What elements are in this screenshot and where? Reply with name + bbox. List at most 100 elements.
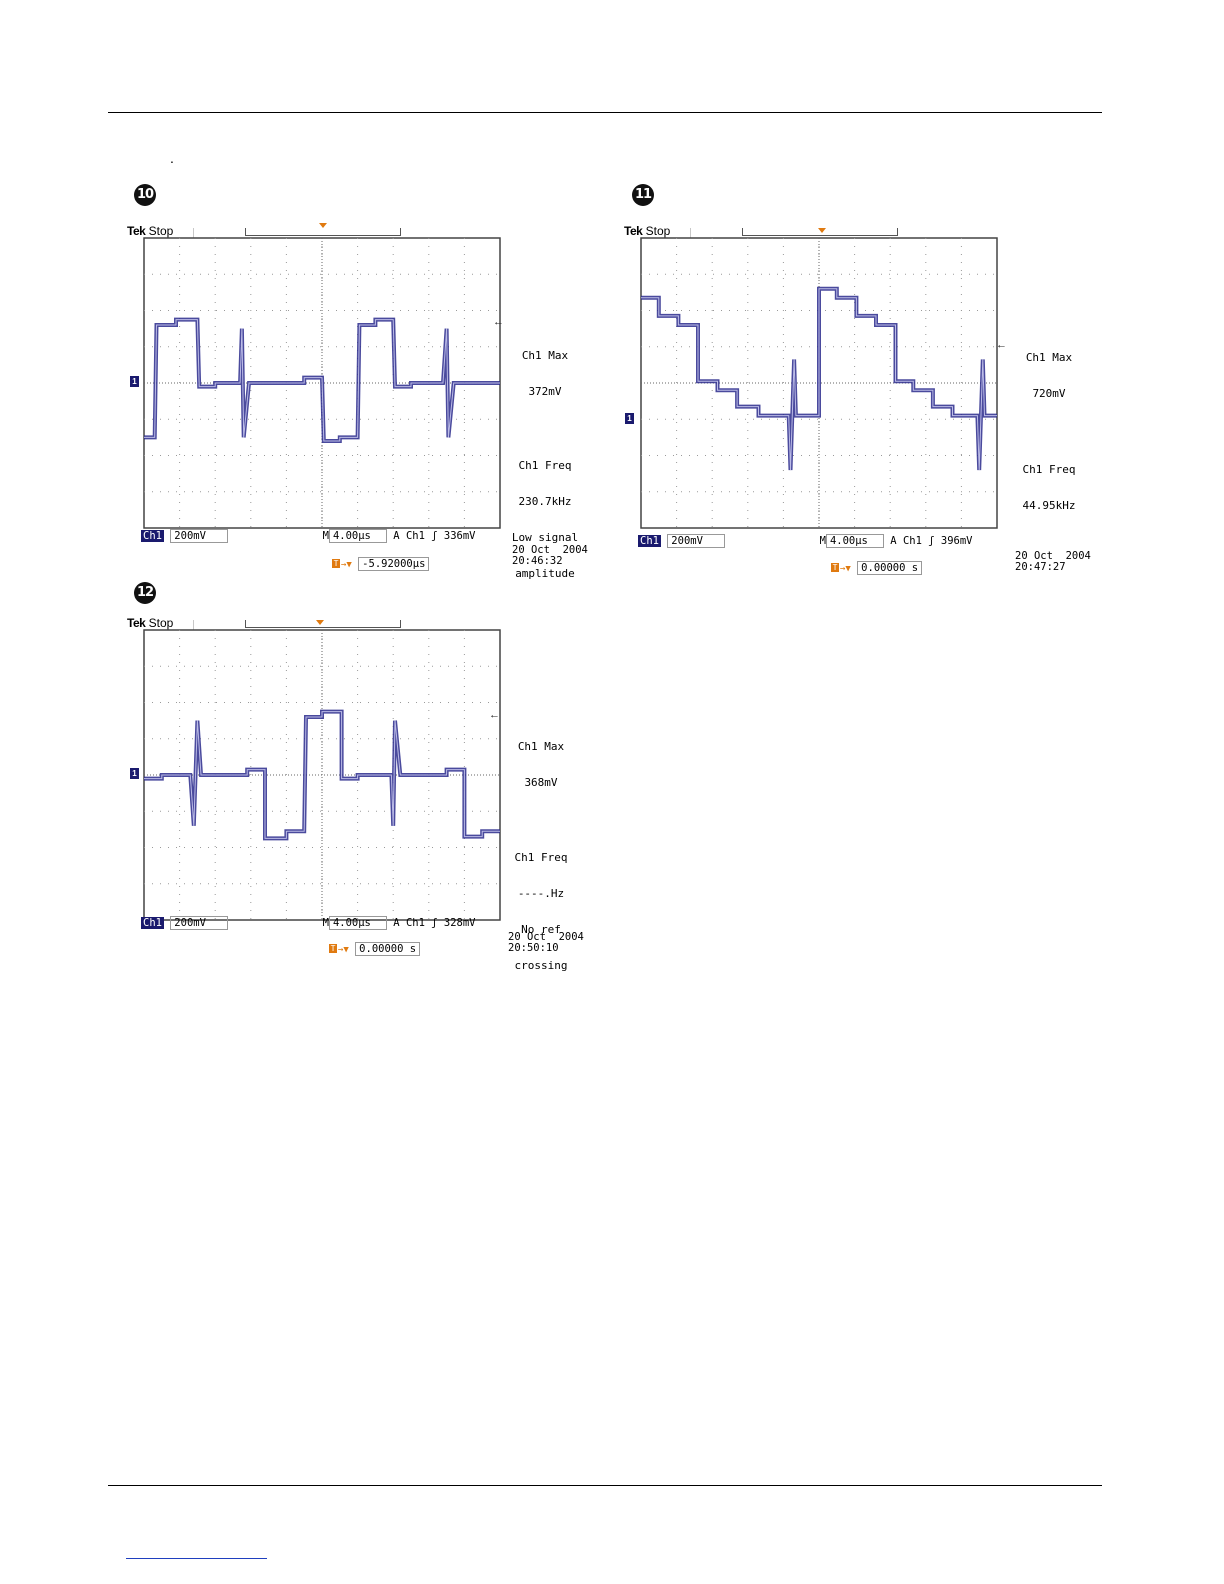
readout-line: Ch1 Max	[1025, 351, 1073, 364]
readout-line	[504, 813, 578, 828]
trigger-level-arrow-icon: ←	[489, 709, 500, 721]
acquisition-state: Stop	[148, 224, 174, 238]
readout-line: Ch1 Freq	[514, 851, 568, 864]
scale-status-row: Ch1 200mV M 4.00µs A Ch1 ʃ 336mV	[141, 529, 476, 543]
readout-line: ----.Hz	[517, 887, 565, 900]
capture-time: 20:46:32	[512, 555, 563, 567]
horizontal-offset: 0.00000 s	[857, 561, 923, 575]
rising-edge-icon: ʃ	[431, 530, 438, 542]
readout-line: No ref	[521, 923, 561, 936]
oscilloscope-capture: Tek Stop T 1 ← Ch1 Max 720mV Ch1 Freq 44…	[624, 224, 1094, 584]
readout-line: Ch1 Max	[517, 740, 565, 753]
trigger-source: Ch1	[902, 535, 922, 547]
figure-number-badge: 11	[632, 184, 654, 206]
waveform-display	[640, 237, 998, 529]
trigger-position-icon	[818, 228, 826, 233]
trigger-mode: A	[890, 535, 897, 547]
waveform-trace-highlight	[144, 319, 500, 442]
horizontal-offset: -5.92000µs	[358, 557, 430, 571]
readout-line	[508, 422, 582, 436]
trigger-level-arrow-icon: ←	[493, 316, 504, 328]
capture-timestamp: 20 Oct 2004 20:47:27	[1015, 551, 1091, 573]
trigger-icon: T	[831, 563, 839, 572]
capture-timestamp: 20 Oct 2004 20:50:10	[508, 932, 584, 954]
trigger-source: Ch1	[405, 917, 425, 929]
trigger-position-icon	[319, 223, 327, 228]
readout-line	[1012, 424, 1086, 440]
measurement-readout: Ch1 Max 372mV Ch1 Freq 230.7kHz Low sign…	[508, 326, 582, 604]
brand-label: Tek	[127, 224, 146, 238]
channel-ground-marker: 1	[130, 768, 139, 779]
readout-line: Ch1 Max	[521, 349, 569, 362]
readout-line: 368mV	[524, 776, 558, 789]
arrow-icon: →▼	[338, 945, 349, 955]
arrow-icon: →▼	[840, 564, 851, 574]
capture-timestamp: 20 Oct 2004 20:46:32	[512, 545, 588, 567]
rising-edge-icon: ʃ	[431, 917, 438, 929]
acquisition-state: Stop	[645, 224, 671, 238]
figure-number-badge: 12	[134, 582, 156, 604]
scope-status-header: Tek Stop	[624, 224, 670, 238]
record-view-bar	[245, 228, 401, 236]
measurement-readout: Ch1 Max 368mV Ch1 Freq ----.Hz No ref cr…	[504, 717, 578, 996]
readout-line: 720mV	[1032, 387, 1066, 400]
channel-badge: Ch1	[141, 917, 164, 929]
trigger-level-arrow-icon: ←	[996, 339, 1007, 351]
record-view-bar	[245, 620, 401, 628]
scale-status-row: Ch1 200mV M 4.00µs A Ch1 ʃ 328mV	[141, 916, 476, 930]
readout-line: 44.95kHz	[1022, 499, 1076, 512]
volts-per-div: 200mV	[667, 534, 726, 548]
bullet: .	[170, 150, 174, 166]
measurement-readout: Ch1 Max 720mV Ch1 Freq 44.95kHz	[1012, 328, 1086, 536]
waveform-display	[143, 629, 501, 921]
channel-ground-marker: 1	[625, 413, 634, 424]
arrow-icon: →▼	[341, 560, 352, 570]
figure-number-badge: 10	[134, 184, 156, 206]
oscilloscope-capture: Tek Stop T 1 ← Ch1 Max 372mV Ch1 Freq 23…	[127, 223, 597, 584]
position-row: T →▼ 0.00000 s	[831, 561, 923, 575]
readout-line: crossing	[514, 959, 568, 972]
trigger-source: Ch1	[405, 530, 425, 542]
trigger-mode: A	[393, 530, 400, 542]
waveform-trace-highlight	[144, 711, 500, 839]
channel-ground-marker: 1	[130, 376, 139, 387]
readout-line: Ch1 Freq	[1022, 463, 1076, 476]
waveform-trace-highlight	[641, 288, 997, 471]
rising-edge-icon: ʃ	[928, 535, 935, 547]
trigger-icon: T	[332, 559, 340, 568]
oscilloscope-capture: Tek Stop T 1 ← Ch1 Max 368mV Ch1 Freq --…	[127, 616, 597, 976]
footer-link-underline	[126, 1558, 267, 1559]
position-row: T →▼ 0.00000 s	[329, 942, 421, 956]
time-per-div: 4.00µs	[328, 529, 387, 543]
trigger-level: 396mV	[940, 535, 973, 547]
capture-date: 20 Oct 2004	[508, 931, 584, 943]
footer-rule	[108, 1485, 1102, 1486]
capture-time: 20:50:10	[508, 942, 559, 954]
volts-per-div: 200mV	[170, 529, 229, 543]
scale-status-row: Ch1 200mV M 4.00µs A Ch1 ʃ 396mV	[638, 534, 973, 548]
channel-badge: Ch1	[638, 535, 661, 547]
horizontal-offset: 0.00000 s	[355, 942, 421, 956]
volts-per-div: 200mV	[170, 916, 229, 930]
readout-line: 372mV	[528, 385, 562, 398]
record-view-bar	[742, 228, 898, 236]
brand-label: Tek	[127, 616, 146, 630]
trigger-position-icon	[316, 620, 324, 625]
header-rule	[108, 112, 1102, 113]
readout-line: 230.7kHz	[518, 495, 572, 508]
trigger-level: 328mV	[443, 917, 476, 929]
capture-time: 20:47:27	[1015, 561, 1066, 573]
channel-badge: Ch1	[141, 530, 164, 542]
readout-line: amplitude	[515, 567, 575, 580]
readout-line: Ch1 Freq	[518, 459, 572, 472]
acquisition-state: Stop	[148, 616, 174, 630]
waveform-display	[143, 237, 501, 529]
trigger-mode: A	[393, 917, 400, 929]
brand-label: Tek	[624, 224, 643, 238]
capture-date: 20 Oct 2004	[512, 544, 588, 556]
capture-date: 20 Oct 2004	[1015, 550, 1091, 562]
position-row: T →▼ -5.92000µs	[332, 557, 430, 571]
time-per-div: 4.00µs	[825, 534, 884, 548]
time-per-div: 4.00µs	[328, 916, 387, 930]
scope-status-header: Tek Stop	[127, 224, 173, 238]
